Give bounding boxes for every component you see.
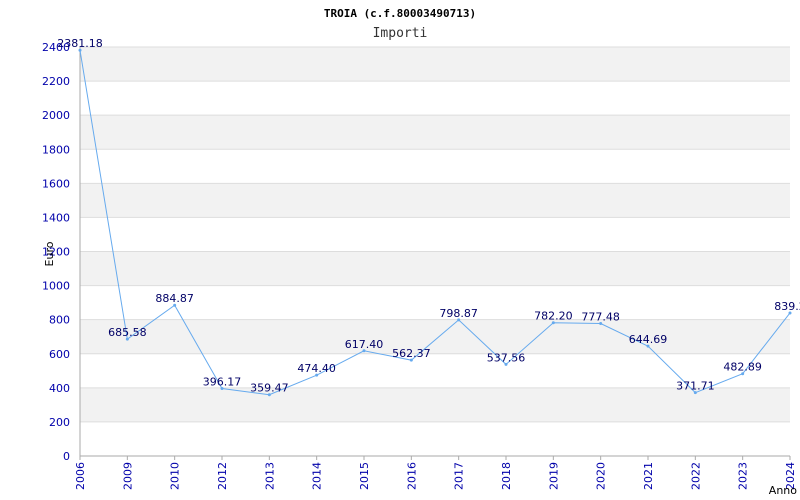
data-labels: 2381.18 685.58 884.87 396.17 359.47 474.40 617… xyxy=(57,37,800,395)
data-point-2006 xyxy=(78,48,82,52)
y-tick-200: 200 xyxy=(49,416,70,429)
data-point-2012 xyxy=(220,386,224,390)
band-1400 xyxy=(80,183,790,218)
data-label-2022: 371.71 xyxy=(676,380,715,393)
x-tick-2022: 2022 xyxy=(689,462,702,490)
series-line xyxy=(79,50,791,396)
x-tick-2019: 2019 xyxy=(547,462,560,490)
x-tick-2015: 2015 xyxy=(358,462,371,490)
data-label-2010: 884.87 xyxy=(155,292,194,305)
band-2200 xyxy=(80,47,790,82)
x-tick-2018: 2018 xyxy=(500,462,513,490)
y-tick-1200: 1200 xyxy=(42,246,70,259)
data-point-2013 xyxy=(267,393,271,397)
y-tick-0: 0 xyxy=(63,450,70,463)
data-label-2018: 537.56 xyxy=(487,351,526,364)
data-point-2021 xyxy=(646,344,650,348)
data-label-2014: 474.40 xyxy=(297,362,336,375)
data-label-2019: 782.20 xyxy=(534,310,573,323)
band-600 xyxy=(80,319,790,354)
y-tick-2000: 2000 xyxy=(42,109,70,122)
y-axis-label: Euro xyxy=(43,241,56,266)
data-point-2014 xyxy=(315,373,319,377)
x-tick-2009: 2009 xyxy=(121,462,134,490)
x-tick-2021: 2021 xyxy=(642,462,655,490)
chart-subtitle: Importi xyxy=(373,26,428,41)
gridlines xyxy=(80,46,790,457)
data-point-2019 xyxy=(551,321,555,325)
y-tick-1400: 1400 xyxy=(42,211,70,224)
y-tick-1600: 1600 xyxy=(42,177,70,190)
data-point-2022 xyxy=(693,391,697,395)
data-label-2024: 839.2 xyxy=(774,300,800,313)
data-label-2016: 562.37 xyxy=(392,347,431,360)
y-tick-600: 600 xyxy=(49,348,70,361)
band-1000 xyxy=(80,251,790,286)
x-tick-labels: 2006 2009 2010 2012 2013 2014 2015 2016 2017 2018… xyxy=(74,462,797,490)
x-tick-2012: 2012 xyxy=(216,462,229,490)
x-axis-label: Anno xyxy=(769,484,797,497)
y-tick-2200: 2200 xyxy=(42,75,70,88)
data-points xyxy=(78,48,792,397)
data-label-2015: 617.40 xyxy=(345,338,384,351)
data-label-2023: 482.89 xyxy=(723,361,762,374)
x-tick-2006: 2006 xyxy=(74,462,87,490)
y-tick-400: 400 xyxy=(49,382,70,395)
x-tick-2014: 2014 xyxy=(311,462,324,490)
y-tick-2400: 2400 xyxy=(42,41,70,54)
data-label-2006: 2381.18 xyxy=(57,37,103,50)
y-tick-1800: 1800 xyxy=(42,143,70,156)
x-tick-2017: 2017 xyxy=(453,462,466,490)
data-point-2020 xyxy=(599,322,603,326)
data-label-2009: 685.58 xyxy=(108,326,147,339)
data-point-2015 xyxy=(362,349,366,353)
plot-background-bands xyxy=(80,47,790,422)
band-1800 xyxy=(80,115,790,150)
data-point-2018 xyxy=(504,362,508,366)
data-label-2012: 396.17 xyxy=(203,375,242,388)
x-tick-2020: 2020 xyxy=(595,462,608,490)
x-tick-2010: 2010 xyxy=(169,462,182,490)
data-point-2009 xyxy=(125,337,129,341)
band-200 xyxy=(80,387,790,422)
data-point-2024 xyxy=(788,311,792,315)
data-point-2017 xyxy=(457,318,461,322)
x-tick-2013: 2013 xyxy=(263,462,276,490)
data-label-2013: 359.47 xyxy=(250,382,289,395)
x-tick-2024: 2024 xyxy=(784,462,797,490)
series-importi xyxy=(79,50,791,396)
data-label-2021: 644.69 xyxy=(629,333,668,346)
data-label-2020: 777.48 xyxy=(581,311,620,324)
y-tick-labels: 0 200 400 600 800 1000 1200 1400 1600 1800 2000 220… xyxy=(42,41,70,463)
data-point-2023 xyxy=(741,372,745,376)
data-point-2010 xyxy=(173,303,177,307)
data-point-2016 xyxy=(409,358,413,362)
y-tick-1000: 1000 xyxy=(42,280,70,293)
y-tick-800: 800 xyxy=(49,314,70,327)
axes xyxy=(79,47,791,460)
data-label-2017: 798.87 xyxy=(439,307,478,320)
x-tick-2023: 2023 xyxy=(737,462,750,490)
x-tick-2016: 2016 xyxy=(405,462,418,490)
chart-title: TROIA (c.f.80003490713) xyxy=(324,7,476,20)
